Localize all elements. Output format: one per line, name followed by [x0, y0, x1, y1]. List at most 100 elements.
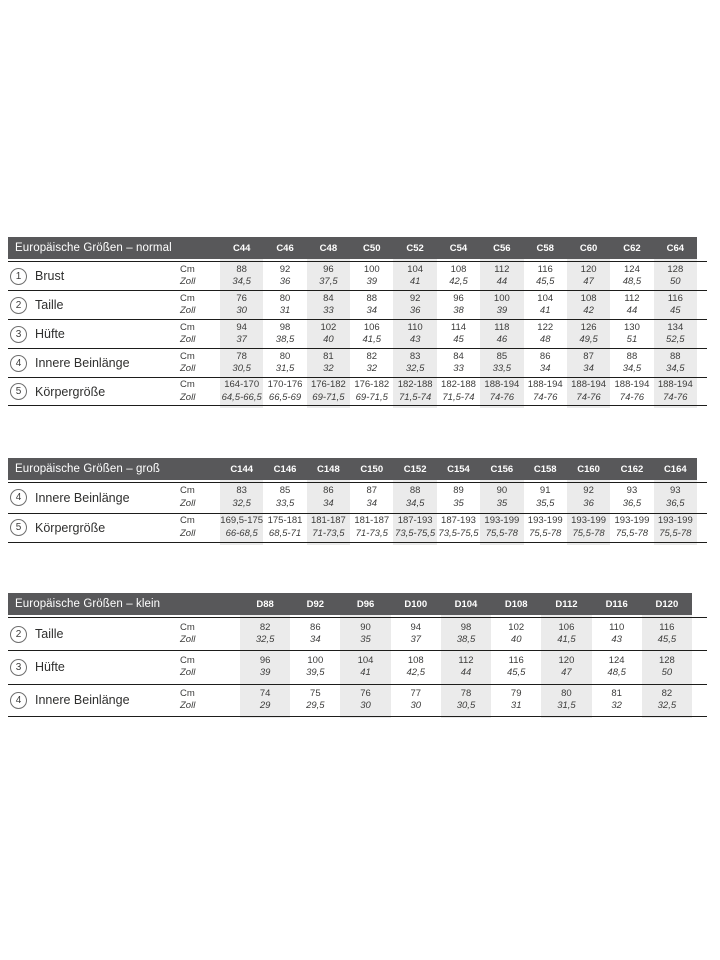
cm-value: 181-187: [354, 515, 390, 527]
cm-value: 124: [608, 654, 625, 666]
table-row-k-rpergr-e: 5 Körpergröße Cm Zoll 169,5-175 66-68,5 175-18…: [8, 512, 707, 543]
size-table-klein: Europäische Größen – klein D88 D92 D96 D100 D…: [8, 593, 707, 719]
zoll-value: 75,5-78: [485, 527, 518, 539]
unit-label-cm: Cm: [180, 292, 195, 304]
value-cell: 170-176 66,5-69: [263, 379, 306, 404]
cm-value: 94: [236, 321, 247, 333]
zoll-value: 33: [453, 363, 464, 374]
cm-value: 188-194: [614, 379, 650, 390]
row-header: 3 Hüfte: [8, 658, 166, 676]
cm-value: 181-187: [310, 515, 346, 527]
value-cell: 94 37: [391, 622, 441, 647]
row-label: Hüfte: [35, 660, 65, 675]
value-cell: 86 34: [524, 351, 567, 376]
value-cell: 92 36: [567, 485, 610, 510]
row-header: 1 Brust: [8, 267, 166, 285]
value-cell: 188-194 74-76: [567, 379, 610, 404]
cm-value: 85: [496, 350, 508, 362]
cm-value: 98: [460, 621, 472, 633]
value-cell: 93 36,5: [610, 485, 653, 510]
zoll-value: 34: [539, 363, 551, 374]
value-cell: 85 33,5: [263, 485, 306, 510]
column-shade: [220, 480, 264, 545]
zoll-value: 47: [561, 667, 572, 679]
zoll-value: 41,5: [557, 634, 576, 646]
zoll-value: 30: [360, 700, 371, 712]
value-cell: 85 33,5: [480, 351, 523, 376]
table-row-brust: 1 Brust Cm Zoll 88 34,5 92 36 96 37,5 100 39 104 41 10…: [8, 261, 707, 290]
value-cell: 80 31: [263, 293, 306, 318]
value-cell: 94 37: [220, 322, 263, 347]
value-cell: 108 42,5: [437, 264, 480, 289]
value-cell: 187-193 73,5-75,5: [393, 515, 436, 540]
cm-value: 110: [609, 621, 625, 633]
column-header: C44: [232, 242, 251, 254]
value-cell: 98 38,5: [263, 322, 306, 347]
value-cell: 134 52,5: [654, 322, 697, 347]
value-cell: 83 32,5: [220, 485, 263, 510]
cm-value: 78: [460, 687, 472, 699]
value-cell: 182-188 71,5-74: [393, 379, 436, 404]
cm-value: 89: [453, 485, 464, 497]
zoll-value: 34,5: [232, 276, 251, 287]
value-cell: 88 34: [350, 293, 393, 318]
value-cell: 87 34: [567, 351, 610, 376]
value-cell: 176-182 69-71,5: [307, 379, 350, 404]
zoll-value: 69-71,5: [312, 391, 345, 403]
zoll-value: 74-76: [619, 391, 645, 403]
cm-value: 182-188: [441, 379, 476, 390]
value-cell: 188-194 74-76: [480, 379, 523, 404]
cm-value: 83: [409, 350, 421, 362]
cm-value: 128: [658, 654, 675, 666]
cm-value: 122: [537, 321, 554, 333]
value-cell: 116 45: [654, 293, 697, 318]
unit-cell: Cm Zoll: [166, 688, 220, 713]
cm-value: 112: [624, 292, 640, 304]
zoll-value: 75,5-78: [659, 527, 692, 539]
cm-value: 93: [626, 485, 638, 497]
zoll-value: 46: [496, 334, 508, 345]
row-number-badge: 3: [10, 325, 27, 343]
column-shade: [306, 259, 351, 408]
value-cell: 89 35: [437, 485, 480, 510]
value-cell: 100 39,5: [290, 655, 340, 680]
column-shade: [653, 259, 697, 408]
cm-value: 128: [667, 263, 684, 275]
column-header: C148: [317, 463, 340, 475]
cm-value: 193-199: [614, 515, 650, 527]
row-number-badge: 2: [10, 296, 27, 314]
cm-value: 82: [661, 687, 673, 699]
value-cell: 110 43: [393, 322, 436, 347]
zoll-value: 43: [409, 334, 421, 345]
row-header: 5 Körpergröße: [8, 519, 166, 537]
zoll-value: 71-73,5: [355, 527, 388, 539]
value-cell: 112 44: [441, 655, 491, 680]
cm-value: 104: [407, 263, 424, 275]
zoll-value: 51: [626, 334, 638, 345]
table-title: Europäische Größen – groß: [15, 463, 161, 475]
zoll-value: 39: [496, 305, 508, 316]
cm-value: 188-194: [657, 379, 693, 390]
cm-value: 78: [236, 350, 247, 362]
column-header: C152: [403, 463, 427, 475]
cm-value: 110: [407, 321, 423, 333]
unit-label-zoll: Zoll: [180, 363, 196, 374]
column-header: D112: [555, 598, 578, 610]
table-header-bar: Europäische Größen – groß C144 C146 C148 C15…: [8, 458, 697, 480]
row-label: Innere Beinlänge: [35, 490, 130, 505]
column-header: C62: [623, 242, 641, 254]
column-shade: [440, 615, 492, 719]
cm-value: 80: [279, 292, 291, 304]
column-shade: [480, 259, 524, 408]
cm-value: 96: [453, 292, 464, 304]
column-header: C60: [579, 242, 598, 254]
zoll-value: 40: [510, 634, 522, 646]
value-cell: 112 44: [610, 293, 653, 318]
zoll-value: 52,5: [666, 334, 685, 345]
zoll-value: 39: [259, 667, 271, 679]
column-header: C164: [663, 463, 687, 475]
value-cell: 112 44: [480, 264, 523, 289]
value-cell: 76 30: [220, 293, 263, 318]
zoll-value: 35,5: [535, 497, 555, 509]
cm-value: 102: [320, 321, 337, 333]
